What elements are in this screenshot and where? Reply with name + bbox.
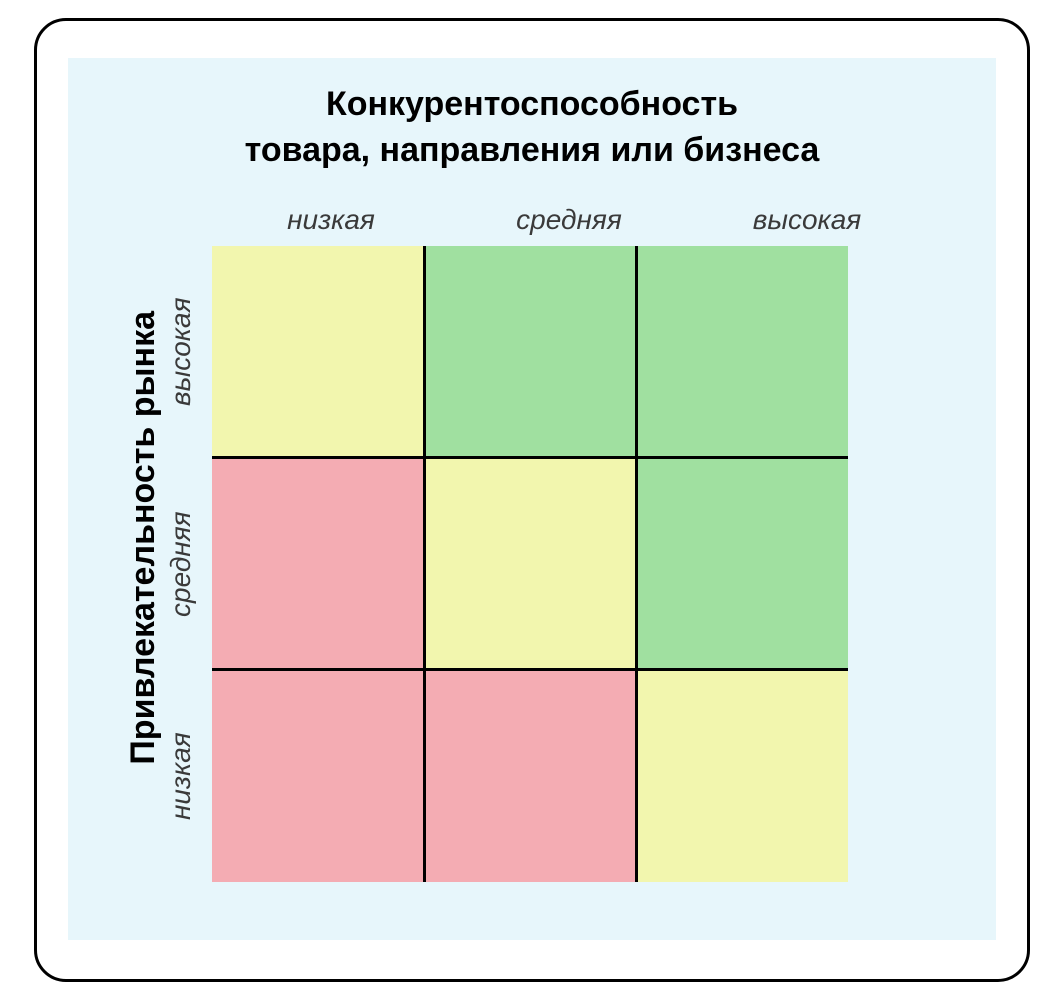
x-axis-labels: низкая средняя высокая (212, 194, 926, 246)
x-label-mid: средняя (450, 194, 688, 246)
y-label-high: высокая (150, 246, 212, 458)
x-label-high: высокая (688, 194, 926, 246)
y-label-mid: средняя (150, 458, 212, 670)
cell-r0-c1 (424, 246, 636, 458)
y-axis-labels: высокая средняя низкая (150, 194, 212, 882)
x-label-low: низкая (212, 194, 450, 246)
cell-r0-c2 (636, 246, 848, 458)
matrix-panel: Конкурентоспособность товара, направлени… (68, 58, 996, 940)
gridline-h2 (212, 668, 848, 671)
matrix-grid (212, 246, 848, 882)
cell-r2-c1 (424, 670, 636, 882)
x-axis-title: Конкурентоспособность товара, направлени… (68, 58, 996, 174)
y-label-low: низкая (150, 670, 212, 882)
gridline-v2 (635, 246, 638, 882)
gridline-h1 (212, 456, 848, 459)
y-axis-title-wrap: Привлекательность рынка (96, 194, 150, 882)
cell-r2-c2 (636, 670, 848, 882)
main-column: низкая средняя высокая (212, 194, 996, 882)
matrix-content: Привлекательность рынка высокая средняя … (68, 194, 996, 882)
cell-r1-c1 (424, 458, 636, 670)
x-axis-title-line2: товара, направления или бизнеса (68, 128, 996, 174)
cell-r1-c2 (636, 458, 848, 670)
cell-r1-c0 (212, 458, 424, 670)
cell-r0-c0 (212, 246, 424, 458)
cell-r2-c0 (212, 670, 424, 882)
x-axis-title-line1: Конкурентоспособность (68, 82, 996, 128)
gridline-v1 (423, 246, 426, 882)
